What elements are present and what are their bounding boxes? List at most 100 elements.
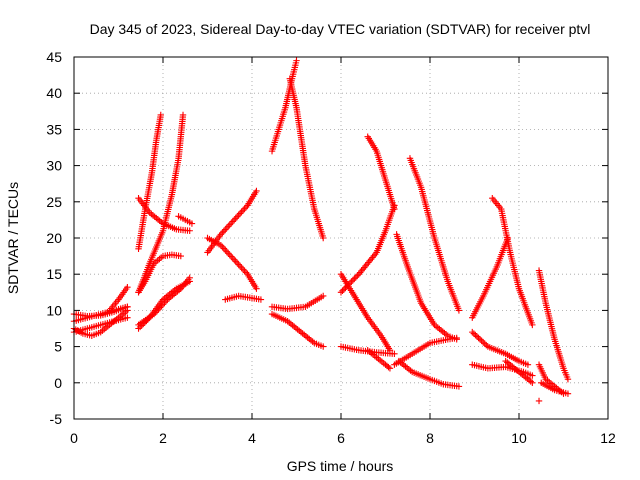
data-point <box>124 284 131 291</box>
data-point <box>351 275 358 282</box>
data-point <box>343 283 351 290</box>
series-track-05 <box>106 284 131 314</box>
data-point <box>337 289 345 296</box>
data-point <box>124 314 131 321</box>
x-tick-label: 4 <box>248 430 256 446</box>
series-track-31 <box>469 328 532 368</box>
data-point <box>564 375 572 383</box>
y-tick-label: 20 <box>46 230 62 246</box>
y-tick-label: 35 <box>46 121 62 137</box>
data-point <box>455 383 463 390</box>
data-point <box>385 363 392 371</box>
tick-labels: 0 2 4 6 8 10 12 -5 0 5 10 15 20 25 30 35 40 45 <box>46 49 616 446</box>
data-point <box>179 111 187 119</box>
data-point <box>339 287 346 294</box>
y-tick-label: 0 <box>54 375 62 391</box>
series-track-14 <box>204 187 260 256</box>
data-point <box>391 205 398 213</box>
series-track-09 <box>135 111 187 296</box>
data-point <box>349 277 357 284</box>
x-tick-label: 0 <box>70 430 78 446</box>
series-track-15 <box>222 292 265 303</box>
chart-title: Day 345 of 2023, Sidereal Day-to-day VTE… <box>90 21 591 37</box>
series-track-37 <box>535 397 543 405</box>
data-point <box>386 365 394 372</box>
series-track-03 <box>70 307 131 339</box>
x-tick-label: 6 <box>337 430 345 446</box>
data-point <box>529 321 536 329</box>
data-point <box>475 334 482 342</box>
series-track-18 <box>268 292 327 313</box>
y-tick-label: 40 <box>46 85 62 101</box>
data-point <box>320 292 327 300</box>
data-point <box>320 343 327 350</box>
series-track-23 <box>364 133 398 213</box>
series-track-24 <box>364 347 394 372</box>
series-track-11 <box>175 213 196 227</box>
series-track-13 <box>204 234 260 292</box>
data-point <box>529 379 536 386</box>
data-point <box>346 280 354 287</box>
x-tick-label: 8 <box>426 430 434 446</box>
data-point <box>342 284 349 291</box>
series-track-29 <box>469 234 512 321</box>
data-point <box>253 285 260 292</box>
data-point <box>473 333 481 340</box>
grid <box>74 57 608 419</box>
y-tick-label: 25 <box>46 194 62 210</box>
x-tick-label: 2 <box>159 430 167 446</box>
data-point <box>564 390 572 397</box>
y-tick-label: 45 <box>46 49 62 65</box>
series-track-28 <box>391 334 460 368</box>
series-track-33 <box>502 357 536 386</box>
data-point <box>472 331 479 339</box>
y-tick-label: 5 <box>54 339 62 355</box>
data-point <box>352 274 360 281</box>
x-tick-label: 12 <box>600 430 616 446</box>
data-point <box>124 303 131 310</box>
series-track-26 <box>406 155 463 314</box>
data-point <box>479 339 487 346</box>
series-track-12 <box>135 278 193 332</box>
data-point <box>354 272 361 279</box>
axis-ticks <box>73 56 609 420</box>
series-track-10 <box>135 194 193 234</box>
data-point <box>257 296 265 303</box>
data-point <box>186 278 193 285</box>
data-point <box>478 337 485 345</box>
data-point <box>476 336 484 343</box>
y-tick-label: 15 <box>46 266 62 282</box>
data-point <box>253 187 260 195</box>
data-point <box>481 340 488 347</box>
series-track-19 <box>268 310 327 350</box>
data-point <box>186 227 193 234</box>
x-tick-label: 10 <box>511 430 527 446</box>
y-tick-label: 30 <box>46 158 62 174</box>
series-track-34 <box>535 267 572 383</box>
data-point <box>345 281 352 288</box>
data-point <box>470 330 478 337</box>
series-track-21 <box>337 202 398 296</box>
series-track-16 <box>268 57 300 155</box>
y-axis-label: SDTVAR / TECUs <box>5 182 21 294</box>
data-point <box>188 220 196 227</box>
y-tick-label: 10 <box>46 302 62 318</box>
data-point <box>529 372 536 379</box>
series-track-36 <box>538 379 572 397</box>
series-track-04 <box>70 303 131 320</box>
data-point <box>177 252 184 260</box>
data-point <box>320 234 327 242</box>
data-point <box>524 361 532 368</box>
data-point <box>483 341 490 349</box>
series-track-17 <box>286 75 327 242</box>
y-tick-label: -5 <box>50 411 63 427</box>
data-point <box>340 286 348 293</box>
data-marks <box>70 57 572 405</box>
data-point <box>348 278 355 285</box>
data-point <box>453 334 460 342</box>
data-point <box>535 397 543 405</box>
data-point <box>293 57 300 64</box>
x-axis-label: GPS time / hours <box>287 458 394 474</box>
